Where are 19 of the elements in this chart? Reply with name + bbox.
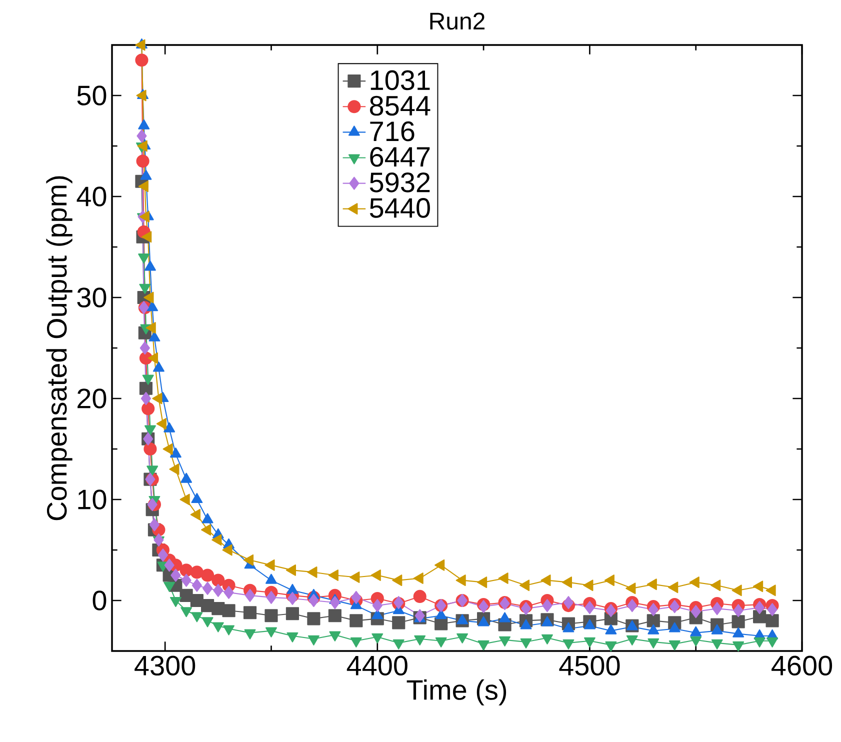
- chart-title: Run2: [430, 12, 484, 30]
- legend-label: 5440: [370, 198, 430, 218]
- legend-label: 1031: [370, 70, 430, 90]
- y-tick-label: 30: [77, 288, 106, 308]
- legend-label: 6447: [370, 146, 430, 167]
- y-tick-label: 0: [92, 590, 106, 610]
- y-tick-label: 40: [76, 186, 106, 206]
- legend-label: 716: [370, 121, 414, 142]
- legend-label: 8544: [370, 96, 430, 116]
- x-tick-label: 4400: [346, 656, 408, 676]
- y-tick-label: 20: [78, 388, 106, 408]
- x-tick-label: 4600: [772, 656, 832, 676]
- legend-label: 5932: [370, 172, 430, 192]
- y-tick-label: 10: [78, 490, 106, 510]
- y-tick-label: 50: [77, 86, 106, 106]
- x-tick-label: 4500: [559, 656, 620, 676]
- x-axis-title: Time (s): [406, 679, 506, 706]
- x-tick-label: 4300: [134, 656, 196, 676]
- y-axis-title: Compensated Output (ppm): [46, 176, 72, 520]
